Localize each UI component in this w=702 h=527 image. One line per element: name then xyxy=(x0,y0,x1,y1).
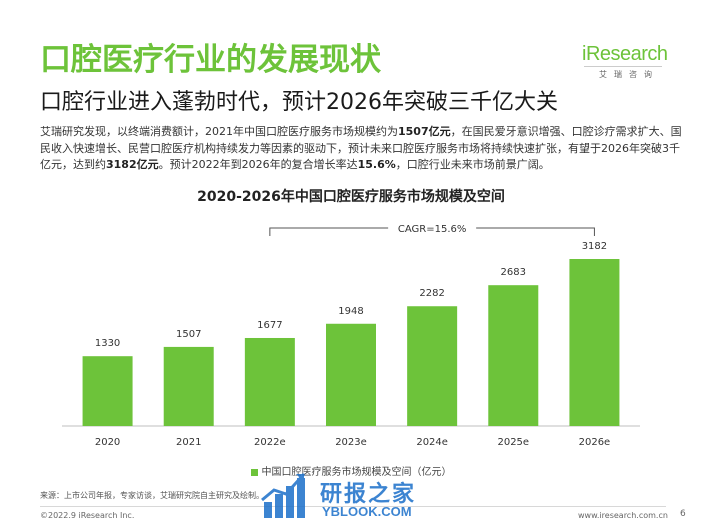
watermark: 研报之家 YBLOOK.COM xyxy=(260,470,440,525)
description-value-2021: 1507亿元 xyxy=(398,125,451,138)
footer-divider xyxy=(40,506,666,507)
bar-2023e xyxy=(326,323,376,426)
x-tick-label-2021: 2021 xyxy=(176,437,201,448)
x-tick-label-2022e: 2022e xyxy=(254,437,286,448)
data-label-2020: 1330 xyxy=(95,338,120,349)
x-tick-label-2020: 2020 xyxy=(95,437,120,448)
data-label-2025e: 2683 xyxy=(501,267,526,278)
bar-2022e xyxy=(244,337,295,426)
page-subtitle: 口腔行业进入蓬勃时代，预计2026年突破三千亿大关 xyxy=(40,90,558,115)
x-tick-label-2026e: 2026e xyxy=(579,437,611,448)
data-label-2021: 1507 xyxy=(176,329,201,340)
page-title: 口腔医疗行业的发展现状 xyxy=(40,42,381,78)
legend-swatch xyxy=(250,468,258,476)
data-label-2023e: 1948 xyxy=(338,306,363,317)
description-value-cagr: 15.6% xyxy=(357,158,396,171)
logo-brand: iResearch xyxy=(582,43,668,65)
website: www.iresearch.com.cn xyxy=(578,511,668,520)
description-text-1: 艾瑞研究发现，以终端消费额计，2021年中国口腔医疗服务市场规模约为 xyxy=(40,125,398,138)
logo-subtitle: 艾瑞咨询 xyxy=(599,70,659,79)
x-tick-label-2025e: 2025e xyxy=(497,437,529,448)
bar-2021 xyxy=(163,346,214,426)
page-number: 6 xyxy=(680,509,686,519)
logo-divider xyxy=(584,66,662,67)
cagr-annotation: CAGR=15.6% xyxy=(398,224,467,235)
bar-2020 xyxy=(82,356,133,426)
bar-2026e xyxy=(569,259,620,426)
x-tick-label-2023e: 2023e xyxy=(335,437,367,448)
cagr-bracket-right xyxy=(476,227,595,236)
description-text-2: ，在国民爱牙意识增强、口腔诊疗需求扩大、国民收入快速增长、民营口腔医疗机构持续发… xyxy=(40,125,682,171)
watermark-text: 研报之家 xyxy=(320,482,417,507)
x-tick-label-2024e: 2024e xyxy=(416,437,448,448)
data-label-2026e: 3182 xyxy=(582,241,607,252)
description-value-2026: 3182亿元 xyxy=(106,158,159,171)
cagr-bracket-left xyxy=(269,227,389,236)
data-label-2024e: 2282 xyxy=(419,288,444,299)
copyright: ©2022.9 iResearch Inc. xyxy=(40,511,135,520)
bar-2025e xyxy=(488,285,539,426)
watermark-url: YBLOOK.COM xyxy=(322,504,412,519)
description-text-4: ，口腔行业未来市场前景广阔。 xyxy=(395,158,550,171)
bar-2024e xyxy=(407,306,458,426)
source-note: 来源：上市公司年报，专家访谈，艾瑞研究院自主研究及绘制。 xyxy=(40,491,264,500)
legend-label: 中国口腔医疗服务市场规模及空间（亿元） xyxy=(261,467,452,478)
iresearch-logo: iResearch 艾瑞咨询 xyxy=(578,37,668,85)
watermark-chart-icon xyxy=(261,472,306,518)
data-label-2022e: 1677 xyxy=(257,320,282,331)
description-paragraph: 艾瑞研究发现，以终端消费额计，2021年中国口腔医疗服务市场规模约为1507亿元… xyxy=(40,124,690,174)
chart-title: 2020-2026年中国口腔医疗服务市场规模及空间 xyxy=(197,189,505,205)
chart-legend: 中国口腔医疗服务市场规模及空间（亿元） xyxy=(0,463,702,478)
description-text-3: 。预计2022年到2026年的复合增长率达 xyxy=(158,158,358,171)
